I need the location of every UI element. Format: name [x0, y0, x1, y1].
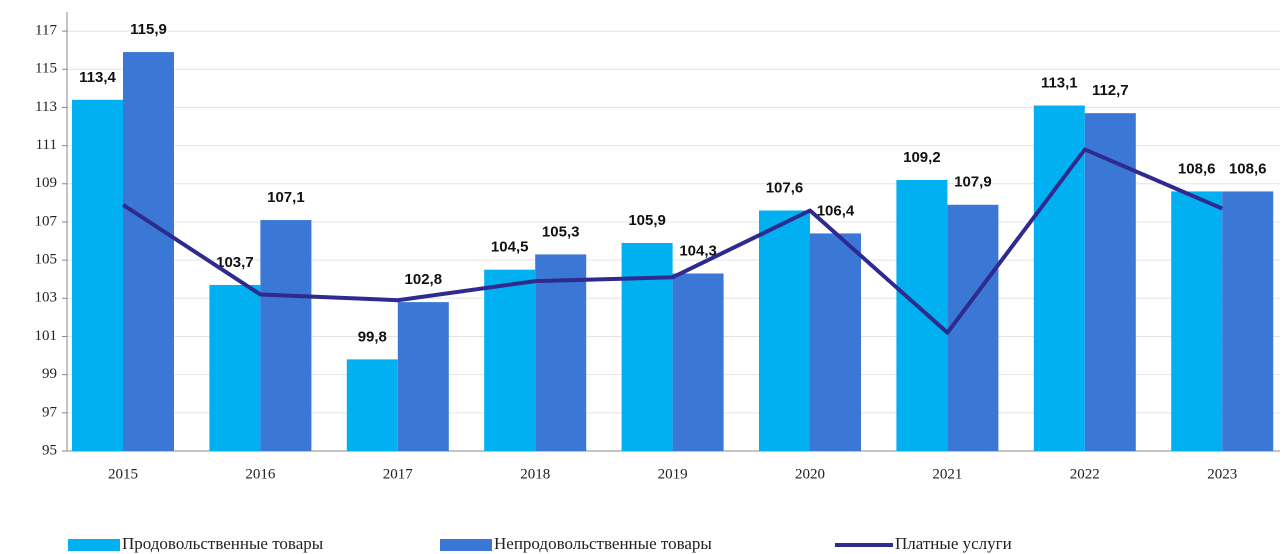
- bar: [209, 284, 261, 451]
- bar: [484, 269, 536, 451]
- value-label: 107,9: [954, 174, 992, 191]
- value-label: 99,8: [358, 328, 387, 345]
- legend-swatch: [68, 539, 120, 551]
- x-tick-label: 2021: [932, 466, 962, 482]
- y-tick-label: 103: [35, 290, 58, 306]
- legend-label: Платные услуги: [895, 534, 1012, 553]
- x-tick-label: 2019: [658, 466, 688, 482]
- bar: [397, 302, 449, 451]
- bar: [123, 52, 174, 451]
- bar: [672, 273, 724, 451]
- value-label: 103,7: [216, 254, 254, 271]
- value-label: 113,1: [1041, 74, 1078, 91]
- value-label: 104,5: [491, 239, 529, 256]
- value-label: 106,4: [817, 202, 855, 219]
- bar: [1171, 191, 1223, 451]
- x-tick-label: 2016: [245, 466, 276, 482]
- legend-label: Продовольственные товары: [122, 534, 324, 553]
- bar: [260, 220, 312, 451]
- y-tick-label: 107: [35, 213, 58, 229]
- bar: [535, 254, 587, 451]
- value-label: 112,7: [1092, 82, 1129, 99]
- y-tick-label: 101: [35, 328, 58, 344]
- x-tick-label: 2015: [108, 466, 138, 482]
- value-label: 107,1: [267, 189, 305, 206]
- x-tick-label: 2023: [1207, 466, 1237, 482]
- bar: [1222, 191, 1274, 451]
- value-label: 105,9: [628, 212, 666, 229]
- y-tick-label: 113: [35, 99, 57, 115]
- legend-swatch: [440, 539, 492, 551]
- x-tick-label: 2017: [383, 466, 414, 482]
- bar: [810, 233, 861, 451]
- y-tick-label: 95: [42, 442, 57, 458]
- x-tick-label: 2022: [1070, 466, 1100, 482]
- y-tick-label: 115: [35, 61, 57, 77]
- bar: [346, 359, 398, 451]
- value-label: 105,3: [542, 223, 580, 240]
- y-tick-label: 97: [42, 404, 58, 420]
- value-label: 115,9: [130, 21, 167, 38]
- bar: [72, 99, 123, 452]
- x-tick-label: 2020: [795, 466, 825, 482]
- x-tick-label: 2018: [520, 466, 550, 482]
- y-tick-label: 111: [36, 137, 57, 153]
- value-label: 108,6: [1229, 160, 1267, 177]
- value-label: 102,8: [405, 271, 443, 288]
- value-label: 113,4: [79, 69, 116, 86]
- bar: [896, 179, 948, 451]
- value-label: 107,6: [766, 179, 804, 196]
- bar: [759, 210, 810, 451]
- y-tick-label: 117: [35, 23, 57, 39]
- value-label: 109,2: [903, 149, 941, 166]
- line: [121, 147, 1223, 335]
- bar: [1084, 113, 1136, 452]
- bar: [621, 242, 673, 451]
- y-tick-label: 99: [42, 366, 57, 382]
- value-label: 108,6: [1178, 160, 1216, 177]
- bar: [947, 204, 999, 451]
- legend-label: Непродовольственные товары: [494, 534, 712, 553]
- y-tick-label: 105: [35, 252, 58, 268]
- value-label: 104,3: [679, 242, 717, 259]
- y-tick-label: 109: [35, 175, 58, 191]
